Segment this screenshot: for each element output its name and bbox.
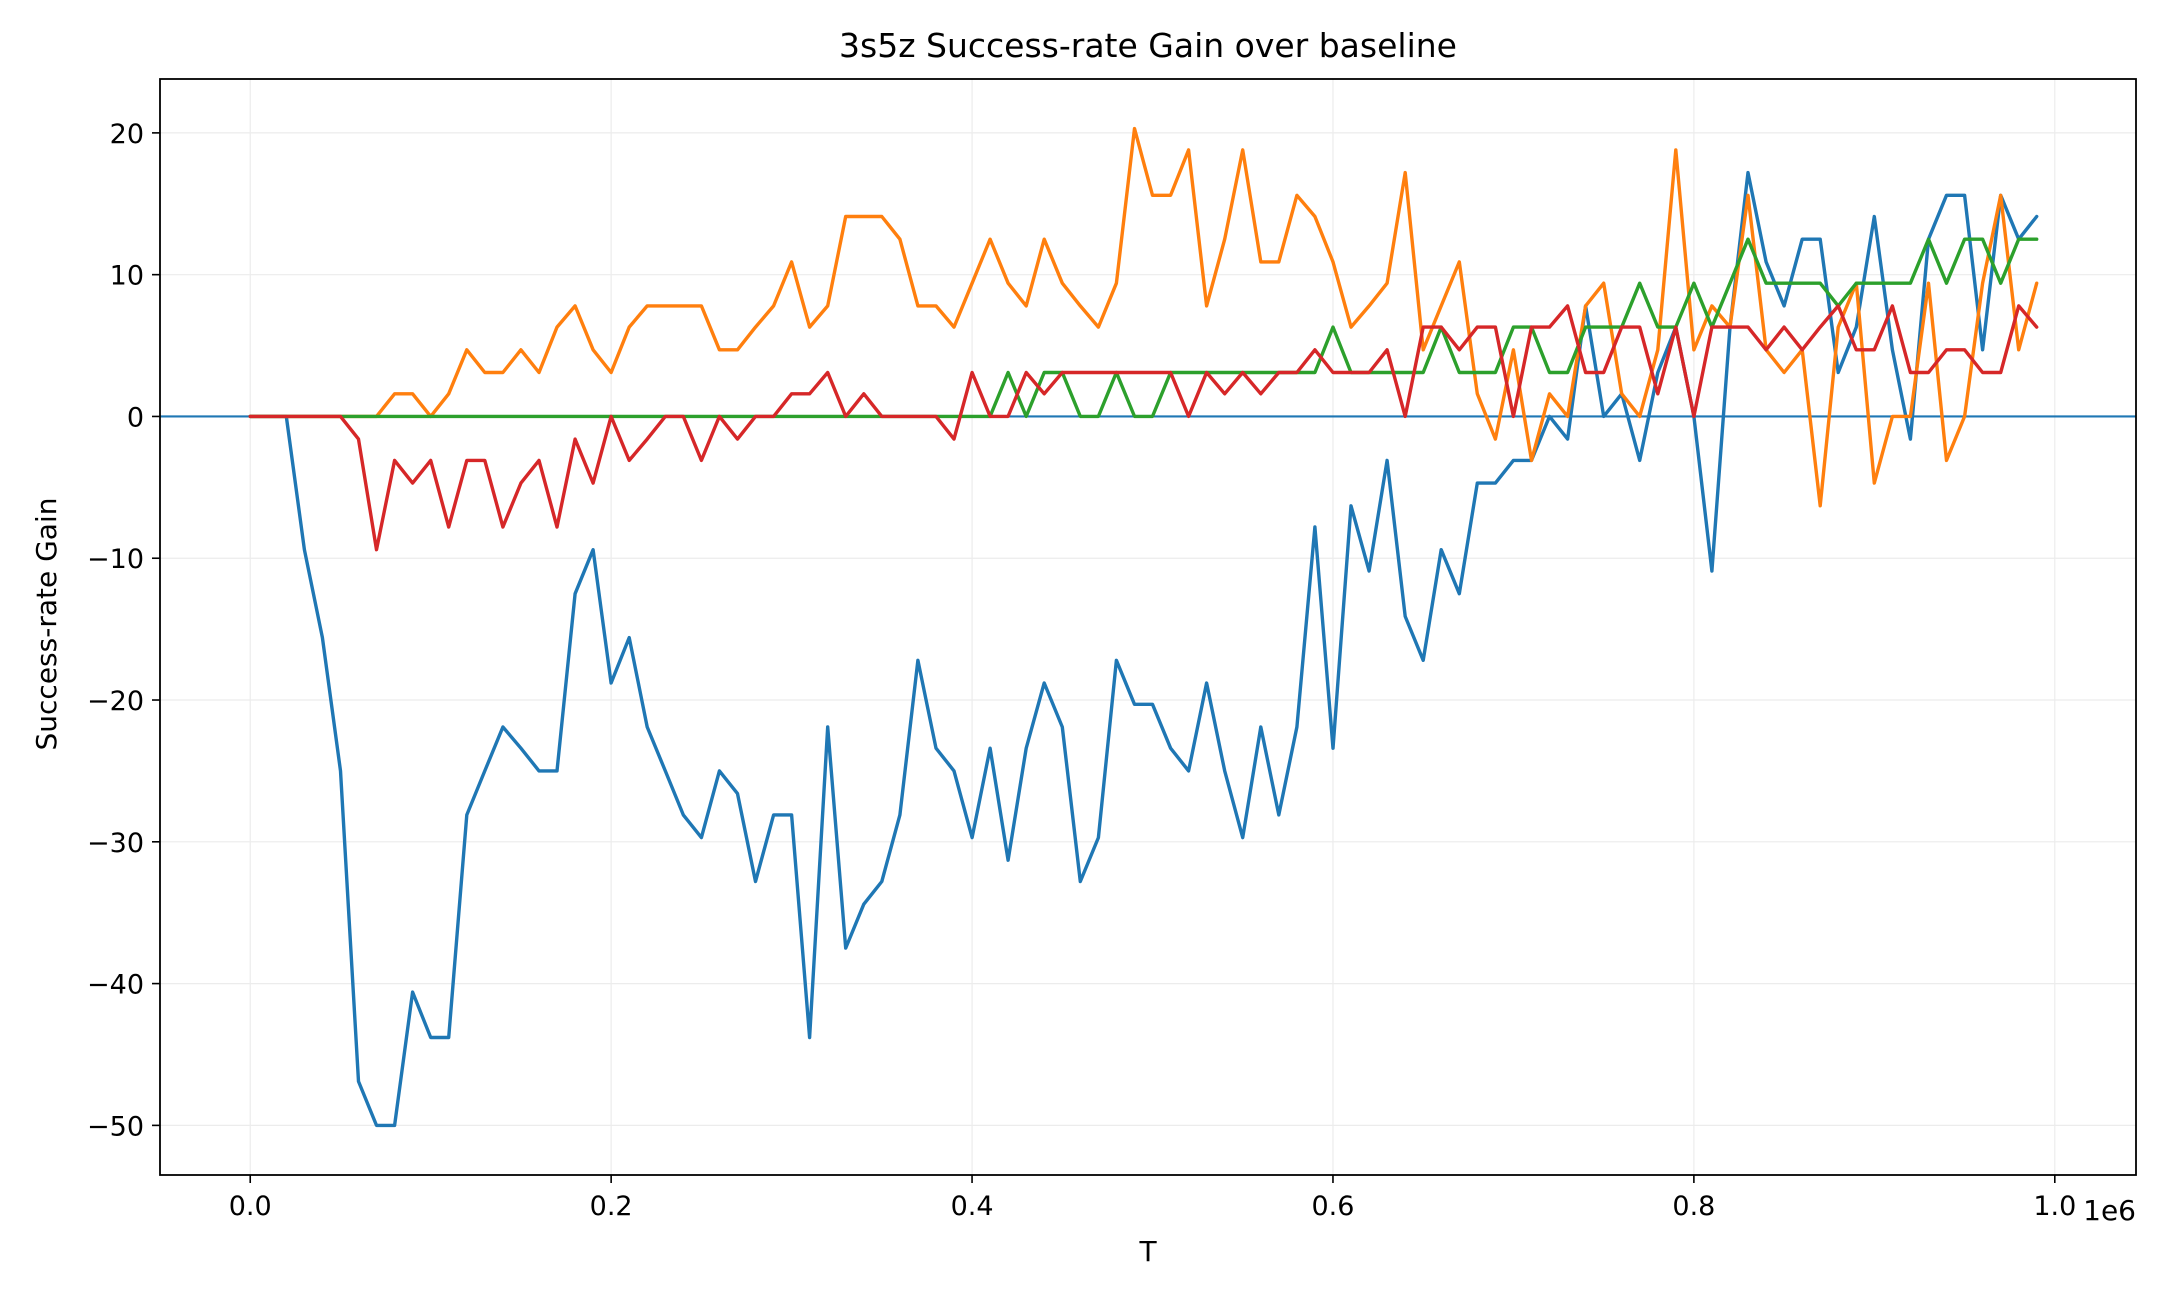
x-tick-label: 0.8 — [1672, 1191, 1715, 1222]
chart-title: 3s5z Success-rate Gain over baseline — [839, 26, 1457, 65]
y-axis-label: Success-rate Gain — [30, 498, 63, 751]
y-tick-label: −10 — [87, 544, 144, 575]
series-lines — [248, 126, 2039, 1128]
y-tick-label: 10 — [110, 261, 144, 292]
y-tick-label: −40 — [87, 970, 144, 1001]
plot-area-frame — [159, 78, 2137, 1176]
series-line-2 — [248, 126, 2039, 508]
y-tick-label: 20 — [110, 119, 144, 150]
y-tick-label: −20 — [87, 686, 144, 717]
x-tick-label: 1.0 — [2033, 1191, 2076, 1222]
y-tick-label: −30 — [87, 828, 144, 859]
x-axis-ticks: 0.0 0.2 0.4 0.6 0.8 1.0 — [229, 1175, 2076, 1222]
grid — [160, 79, 2136, 1175]
series-line-4 — [248, 304, 2039, 552]
x-tick-label: 0.4 — [951, 1191, 994, 1222]
x-axis-offset-label: 1e6 — [2083, 1194, 2136, 1227]
x-tick-label: 0.0 — [229, 1191, 272, 1222]
series-line-3 — [248, 237, 2039, 419]
x-axis-label: T — [1138, 1235, 1157, 1268]
y-axis-ticks: 20 10 0 −10 −20 −30 −40 −50 — [87, 119, 160, 1142]
y-tick-label: 0 — [127, 402, 144, 433]
x-tick-label: 0.6 — [1311, 1191, 1354, 1222]
x-tick-label: 0.2 — [590, 1191, 633, 1222]
y-tick-label: −50 — [87, 1111, 144, 1142]
series-line-1 — [248, 170, 2039, 1128]
